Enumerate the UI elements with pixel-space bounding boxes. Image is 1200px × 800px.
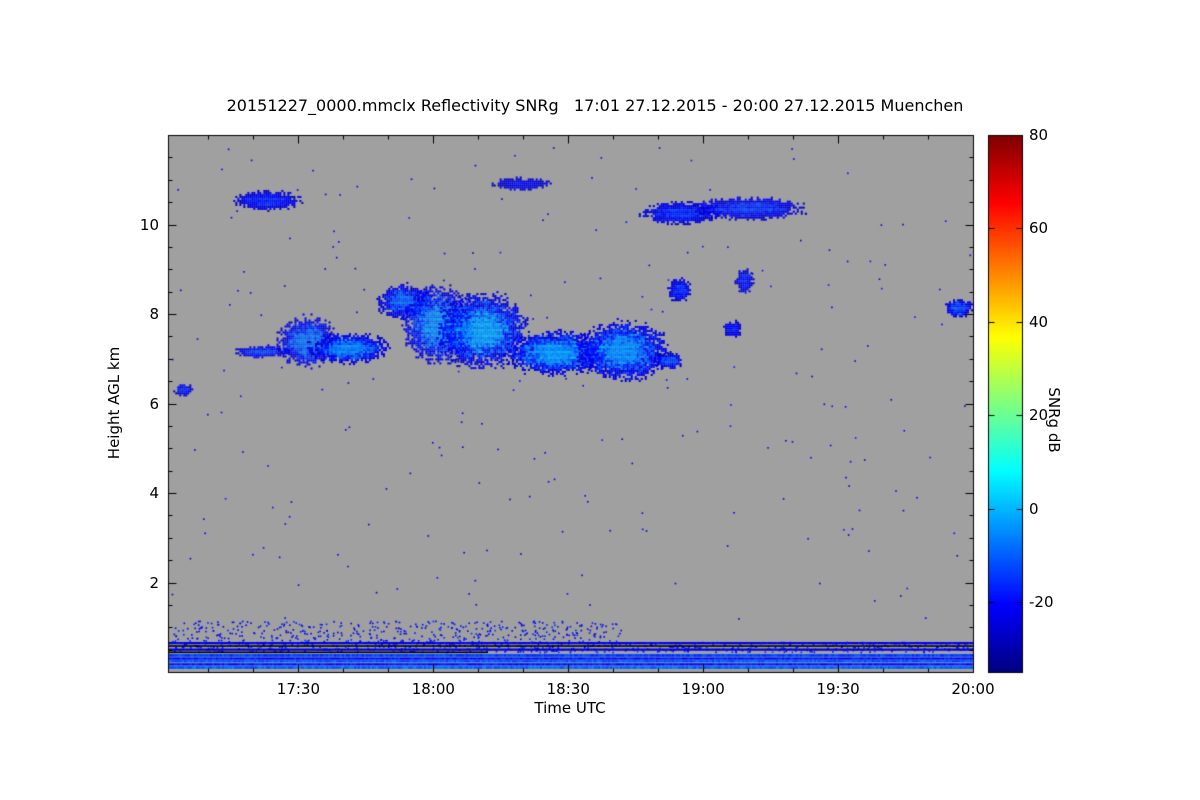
- y-tick-label: 6: [149, 394, 159, 413]
- colorbar-tick-label: 60: [1029, 219, 1049, 238]
- colorbar-tick-label: 0: [1029, 499, 1039, 518]
- colorbar-tick-label: 80: [1029, 126, 1049, 144]
- colorbar-tick-label: -20: [1029, 592, 1054, 611]
- x-tick-label: 17:30: [276, 680, 321, 698]
- y-tick-label: 2: [149, 573, 159, 592]
- colorbar-tick-label: 40: [1029, 312, 1049, 331]
- x-tick-label: 19:00: [681, 680, 725, 698]
- x-tick-label: 19:30: [816, 680, 860, 698]
- x-tick-label: 18:30: [546, 680, 590, 698]
- y-tick-label: 8: [149, 305, 159, 323]
- y-axis-label: Height AGL km: [105, 346, 123, 460]
- colorbar-tick-label: 20: [1029, 406, 1049, 425]
- chart-title: 20151227_0000.mmclx Reflectivity SNRg 17…: [226, 96, 964, 115]
- y-tick-label: 4: [149, 484, 159, 502]
- x-axis-label: Time UTC: [534, 699, 606, 717]
- y-tick-label: 10: [139, 215, 159, 234]
- x-tick-label: 18:00: [411, 680, 455, 698]
- x-tick-label: 20:00: [951, 680, 995, 698]
